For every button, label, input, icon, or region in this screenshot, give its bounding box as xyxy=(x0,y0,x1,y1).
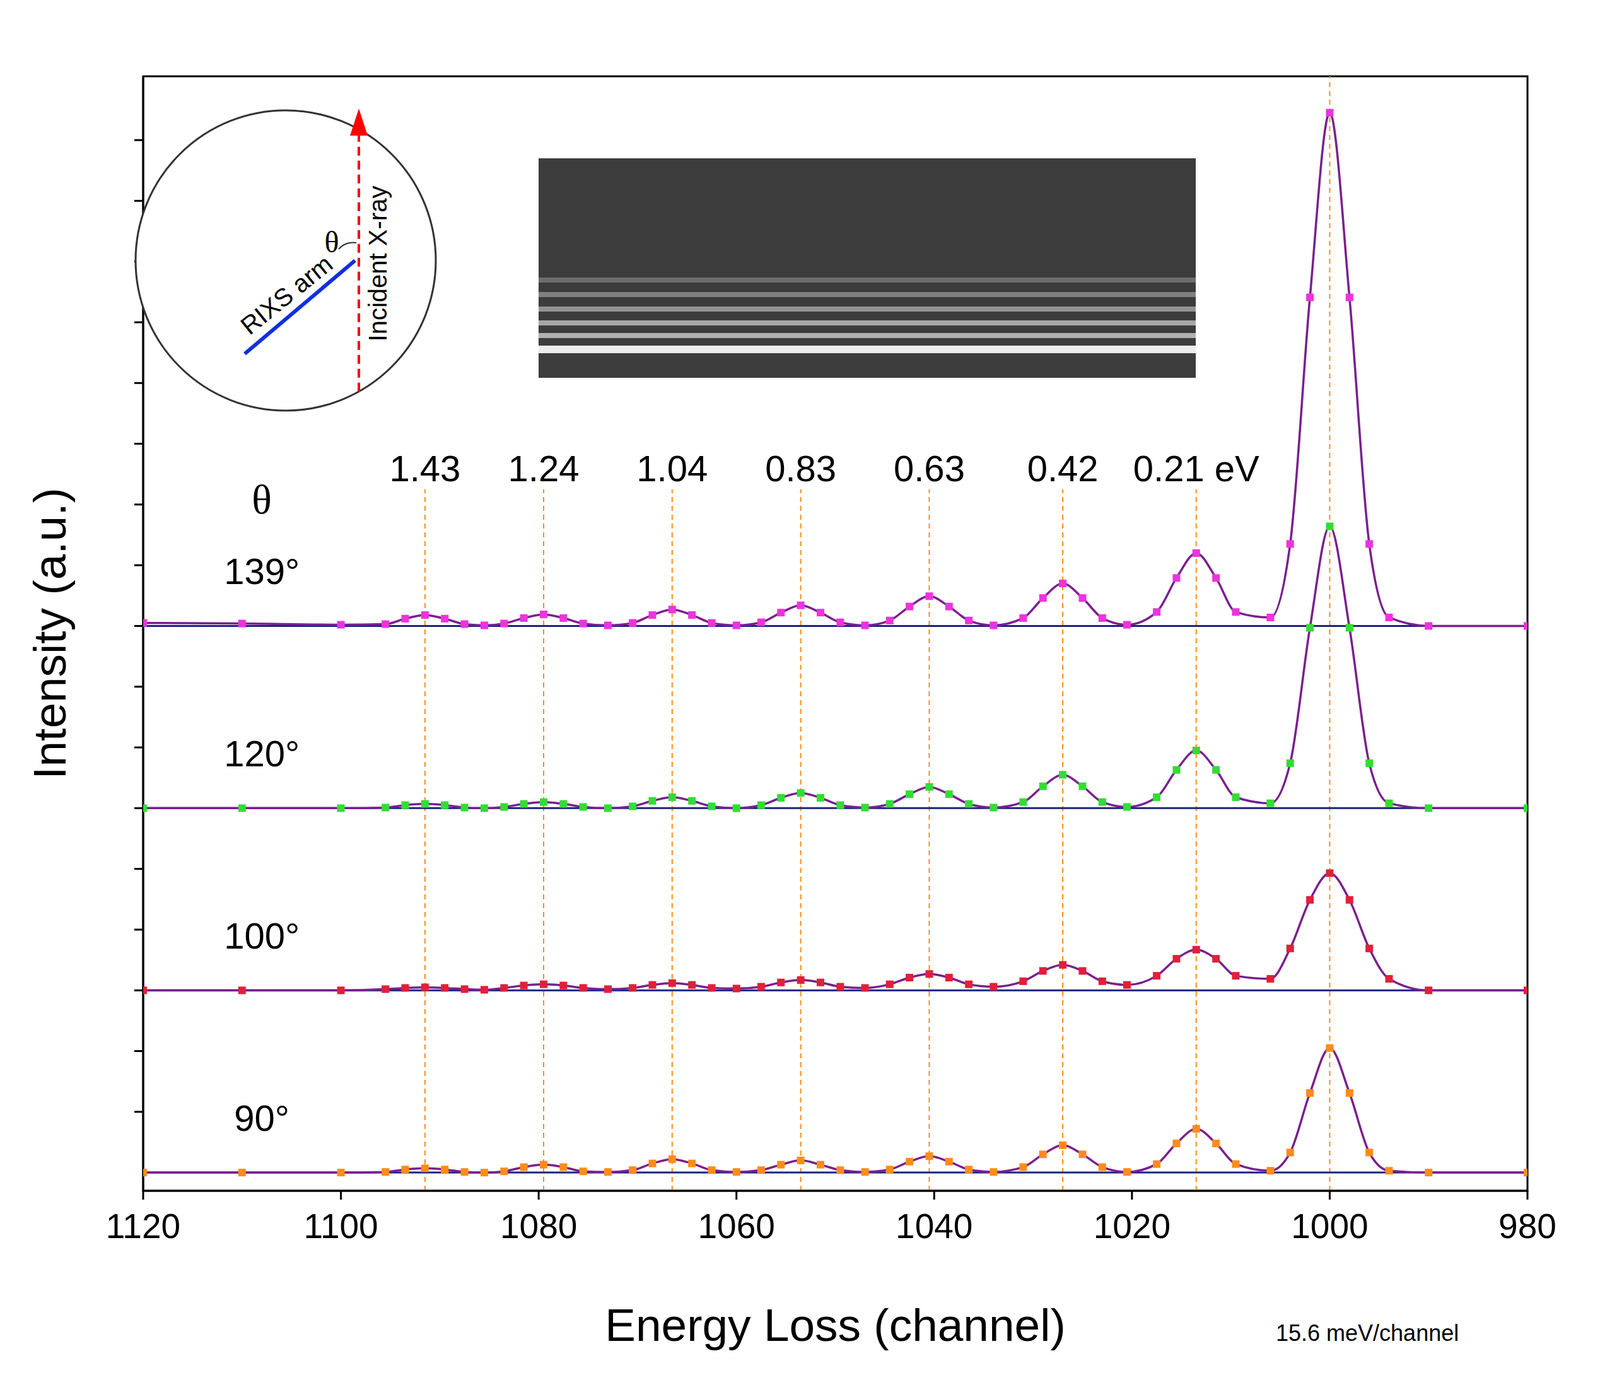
svg-text:1.24: 1.24 xyxy=(508,447,580,489)
svg-text:1080: 1080 xyxy=(500,1206,578,1246)
svg-text:0.83: 0.83 xyxy=(764,447,837,489)
svg-text:980: 980 xyxy=(1498,1206,1557,1246)
svg-text:0.21 eV: 0.21 eV xyxy=(1133,447,1260,489)
svg-text:Intensity (a.u.): Intensity (a.u.) xyxy=(23,487,76,780)
svg-text:θ: θ xyxy=(251,476,272,523)
svg-text:120°: 120° xyxy=(223,732,300,774)
svg-text:1000: 1000 xyxy=(1290,1206,1368,1246)
svg-text:1.43: 1.43 xyxy=(389,447,461,489)
svg-text:0.63: 0.63 xyxy=(893,447,965,489)
svg-text:15.6 meV/channel: 15.6 meV/channel xyxy=(1275,1319,1459,1346)
svg-text:θ: θ xyxy=(324,225,340,259)
svg-text:1040: 1040 xyxy=(895,1206,973,1246)
svg-text:90°: 90° xyxy=(233,1097,290,1139)
svg-text:Incident X-ray: Incident X-ray xyxy=(363,186,392,342)
svg-text:1120: 1120 xyxy=(105,1206,181,1246)
svg-text:139°: 139° xyxy=(223,550,300,592)
svg-text:1060: 1060 xyxy=(698,1206,776,1246)
svg-text:Energy Loss (channel): Energy Loss (channel) xyxy=(604,1299,1066,1351)
svg-text:0.42: 0.42 xyxy=(1027,447,1099,489)
svg-text:100°: 100° xyxy=(223,915,300,957)
svg-text:1.04: 1.04 xyxy=(636,447,708,489)
svg-text:1100: 1100 xyxy=(303,1206,378,1246)
svg-text:RIXS arm: RIXS arm xyxy=(235,249,338,340)
svg-text:1020: 1020 xyxy=(1093,1206,1171,1246)
